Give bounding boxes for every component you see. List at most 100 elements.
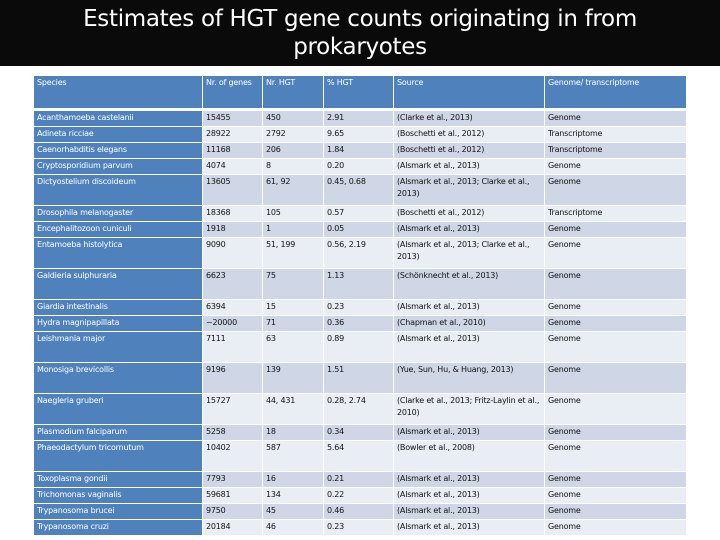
cell-genes: 18368 [203, 206, 263, 222]
cell-genes: 4074 [203, 159, 263, 175]
cell-genes: 59681 [203, 488, 263, 504]
cell-source: (Bowler et al., 2008) [394, 441, 545, 472]
cell-species: Acanthamoeba castelanii [34, 111, 203, 127]
table-row: Caenorhabditis elegans 11168 206 1.84 (B… [34, 143, 686, 159]
cell-pct: 1.13 [324, 269, 394, 300]
table-row: Trichomonas vaginalis 59681 134 0.22 (Al… [34, 488, 686, 504]
header-species: Species [34, 76, 203, 111]
cell-source: (Alsmark et al., 2013) [394, 332, 545, 363]
cell-species: Entamoeba histolytica [34, 238, 203, 269]
cell-hgt: 8 [263, 159, 324, 175]
cell-type: Genome [545, 222, 686, 238]
cell-genes: 6623 [203, 269, 263, 300]
cell-species: Dictyostelium discoideum [34, 175, 203, 206]
cell-species: Galdieria sulphuraria [34, 269, 203, 300]
cell-hgt: 105 [263, 206, 324, 222]
cell-source: (Boschetti et al., 2012) [394, 143, 545, 159]
cell-source: (Alsmark et al., 2013) [394, 472, 545, 488]
cell-pct: 0.56, 2.19 [324, 238, 394, 269]
cell-type: Genome [545, 441, 686, 472]
slide-title: Estimates of HGT gene counts originating… [83, 6, 637, 60]
table-row: Phaeodactylum tricornutum 10402 587 5.64… [34, 441, 686, 472]
cell-pct: 0.20 [324, 159, 394, 175]
cell-pct: 0.57 [324, 206, 394, 222]
cell-species: Hydra magnipapillata [34, 316, 203, 332]
cell-genes: ~20000 [203, 316, 263, 332]
cell-species: Leishmania major [34, 332, 203, 363]
table-row: Acanthamoeba castelanii 15455 450 2.91 (… [34, 111, 686, 127]
cell-pct: 1.84 [324, 143, 394, 159]
cell-hgt: 139 [263, 363, 324, 394]
cell-genes: 1918 [203, 222, 263, 238]
cell-genes: 6394 [203, 300, 263, 316]
cell-hgt: 1 [263, 222, 324, 238]
cell-hgt: 63 [263, 332, 324, 363]
cell-source: (Alsmark et al., 2013; Clarke et al., 20… [394, 238, 545, 269]
cell-type: Genome [545, 520, 686, 536]
cell-pct: 0.45, 0.68 [324, 175, 394, 206]
cell-type: Genome [545, 159, 686, 175]
cell-pct: 1.51 [324, 363, 394, 394]
table-row: Entamoeba histolytica 9090 51, 199 0.56,… [34, 238, 686, 269]
table-row: Trypanosoma cruzi 20184 46 0.23 (Alsmark… [34, 520, 686, 536]
cell-species: Cryptosporidium parvum [34, 159, 203, 175]
cell-hgt: 46 [263, 520, 324, 536]
table-row: Encephalitozoon cuniculi 1918 1 0.05 (Al… [34, 222, 686, 238]
cell-genes: 9090 [203, 238, 263, 269]
cell-hgt: 450 [263, 111, 324, 127]
table-row: Toxoplasma gondii 7793 16 0.21 (Alsmark … [34, 472, 686, 488]
cell-pct: 0.89 [324, 332, 394, 363]
cell-species: Plasmodium falciparum [34, 425, 203, 441]
cell-genes: 9196 [203, 363, 263, 394]
header-nr-hgt: Nr. HGT [263, 76, 324, 111]
cell-genes: 20184 [203, 520, 263, 536]
cell-pct: 2.91 [324, 111, 394, 127]
cell-hgt: 61, 92 [263, 175, 324, 206]
cell-type: Genome [545, 316, 686, 332]
cell-species: Phaeodactylum tricornutum [34, 441, 203, 472]
cell-source: (Boschetti et al., 2012) [394, 206, 545, 222]
cell-type: Genome [545, 300, 686, 316]
cell-pct: 0.34 [324, 425, 394, 441]
table-row: Giardia intestinalis 6394 15 0.23 (Alsma… [34, 300, 686, 316]
header-pct-hgt: % HGT [324, 76, 394, 111]
cell-source: (Alsmark et al., 2013) [394, 504, 545, 520]
table-row: Galdieria sulphuraria 6623 75 1.13 (Schö… [34, 269, 686, 300]
cell-pct: 5.64 [324, 441, 394, 472]
cell-source: (Alsmark et al., 2013) [394, 159, 545, 175]
cell-pct: 0.21 [324, 472, 394, 488]
cell-hgt: 44, 431 [263, 394, 324, 425]
cell-hgt: 587 [263, 441, 324, 472]
table-row: Dictyostelium discoideum 13605 61, 92 0.… [34, 175, 686, 206]
hgt-estimates-table: Species Nr. of genes Nr. HGT % HGT Sourc… [34, 76, 686, 536]
cell-type: Transcriptome [545, 143, 686, 159]
cell-genes: 15455 [203, 111, 263, 127]
cell-hgt: 45 [263, 504, 324, 520]
cell-hgt: 18 [263, 425, 324, 441]
cell-source: (Alsmark et al., 2013) [394, 488, 545, 504]
cell-source: (Alsmark et al., 2013) [394, 222, 545, 238]
cell-hgt: 206 [263, 143, 324, 159]
cell-species: Encephalitozoon cuniculi [34, 222, 203, 238]
cell-genes: 7793 [203, 472, 263, 488]
cell-species: Trypanosoma brucei [34, 504, 203, 520]
cell-genes: 15727 [203, 394, 263, 425]
cell-source: (Alsmark et al., 2013; Clarke et al., 20… [394, 175, 545, 206]
cell-species: Monosiga brevicollis [34, 363, 203, 394]
cell-source: (Alsmark et al., 2013) [394, 520, 545, 536]
cell-genes: 10402 [203, 441, 263, 472]
cell-hgt: 75 [263, 269, 324, 300]
cell-pct: 0.23 [324, 520, 394, 536]
cell-species: Trypanosoma cruzi [34, 520, 203, 536]
cell-source: (Clarke et al., 2013; Fritz-Laylin et al… [394, 394, 545, 425]
header-nr-genes: Nr. of genes [203, 76, 263, 111]
table-row: Drosophila melanogaster 18368 105 0.57 (… [34, 206, 686, 222]
cell-type: Transcriptome [545, 206, 686, 222]
cell-type: Genome [545, 332, 686, 363]
cell-type: Transcriptome [545, 127, 686, 143]
cell-type: Genome [545, 363, 686, 394]
cell-source: (Schönknecht et al., 2013) [394, 269, 545, 300]
cell-hgt: 16 [263, 472, 324, 488]
cell-hgt: 71 [263, 316, 324, 332]
table-row: Monosiga brevicollis 9196 139 1.51 (Yue,… [34, 363, 686, 394]
